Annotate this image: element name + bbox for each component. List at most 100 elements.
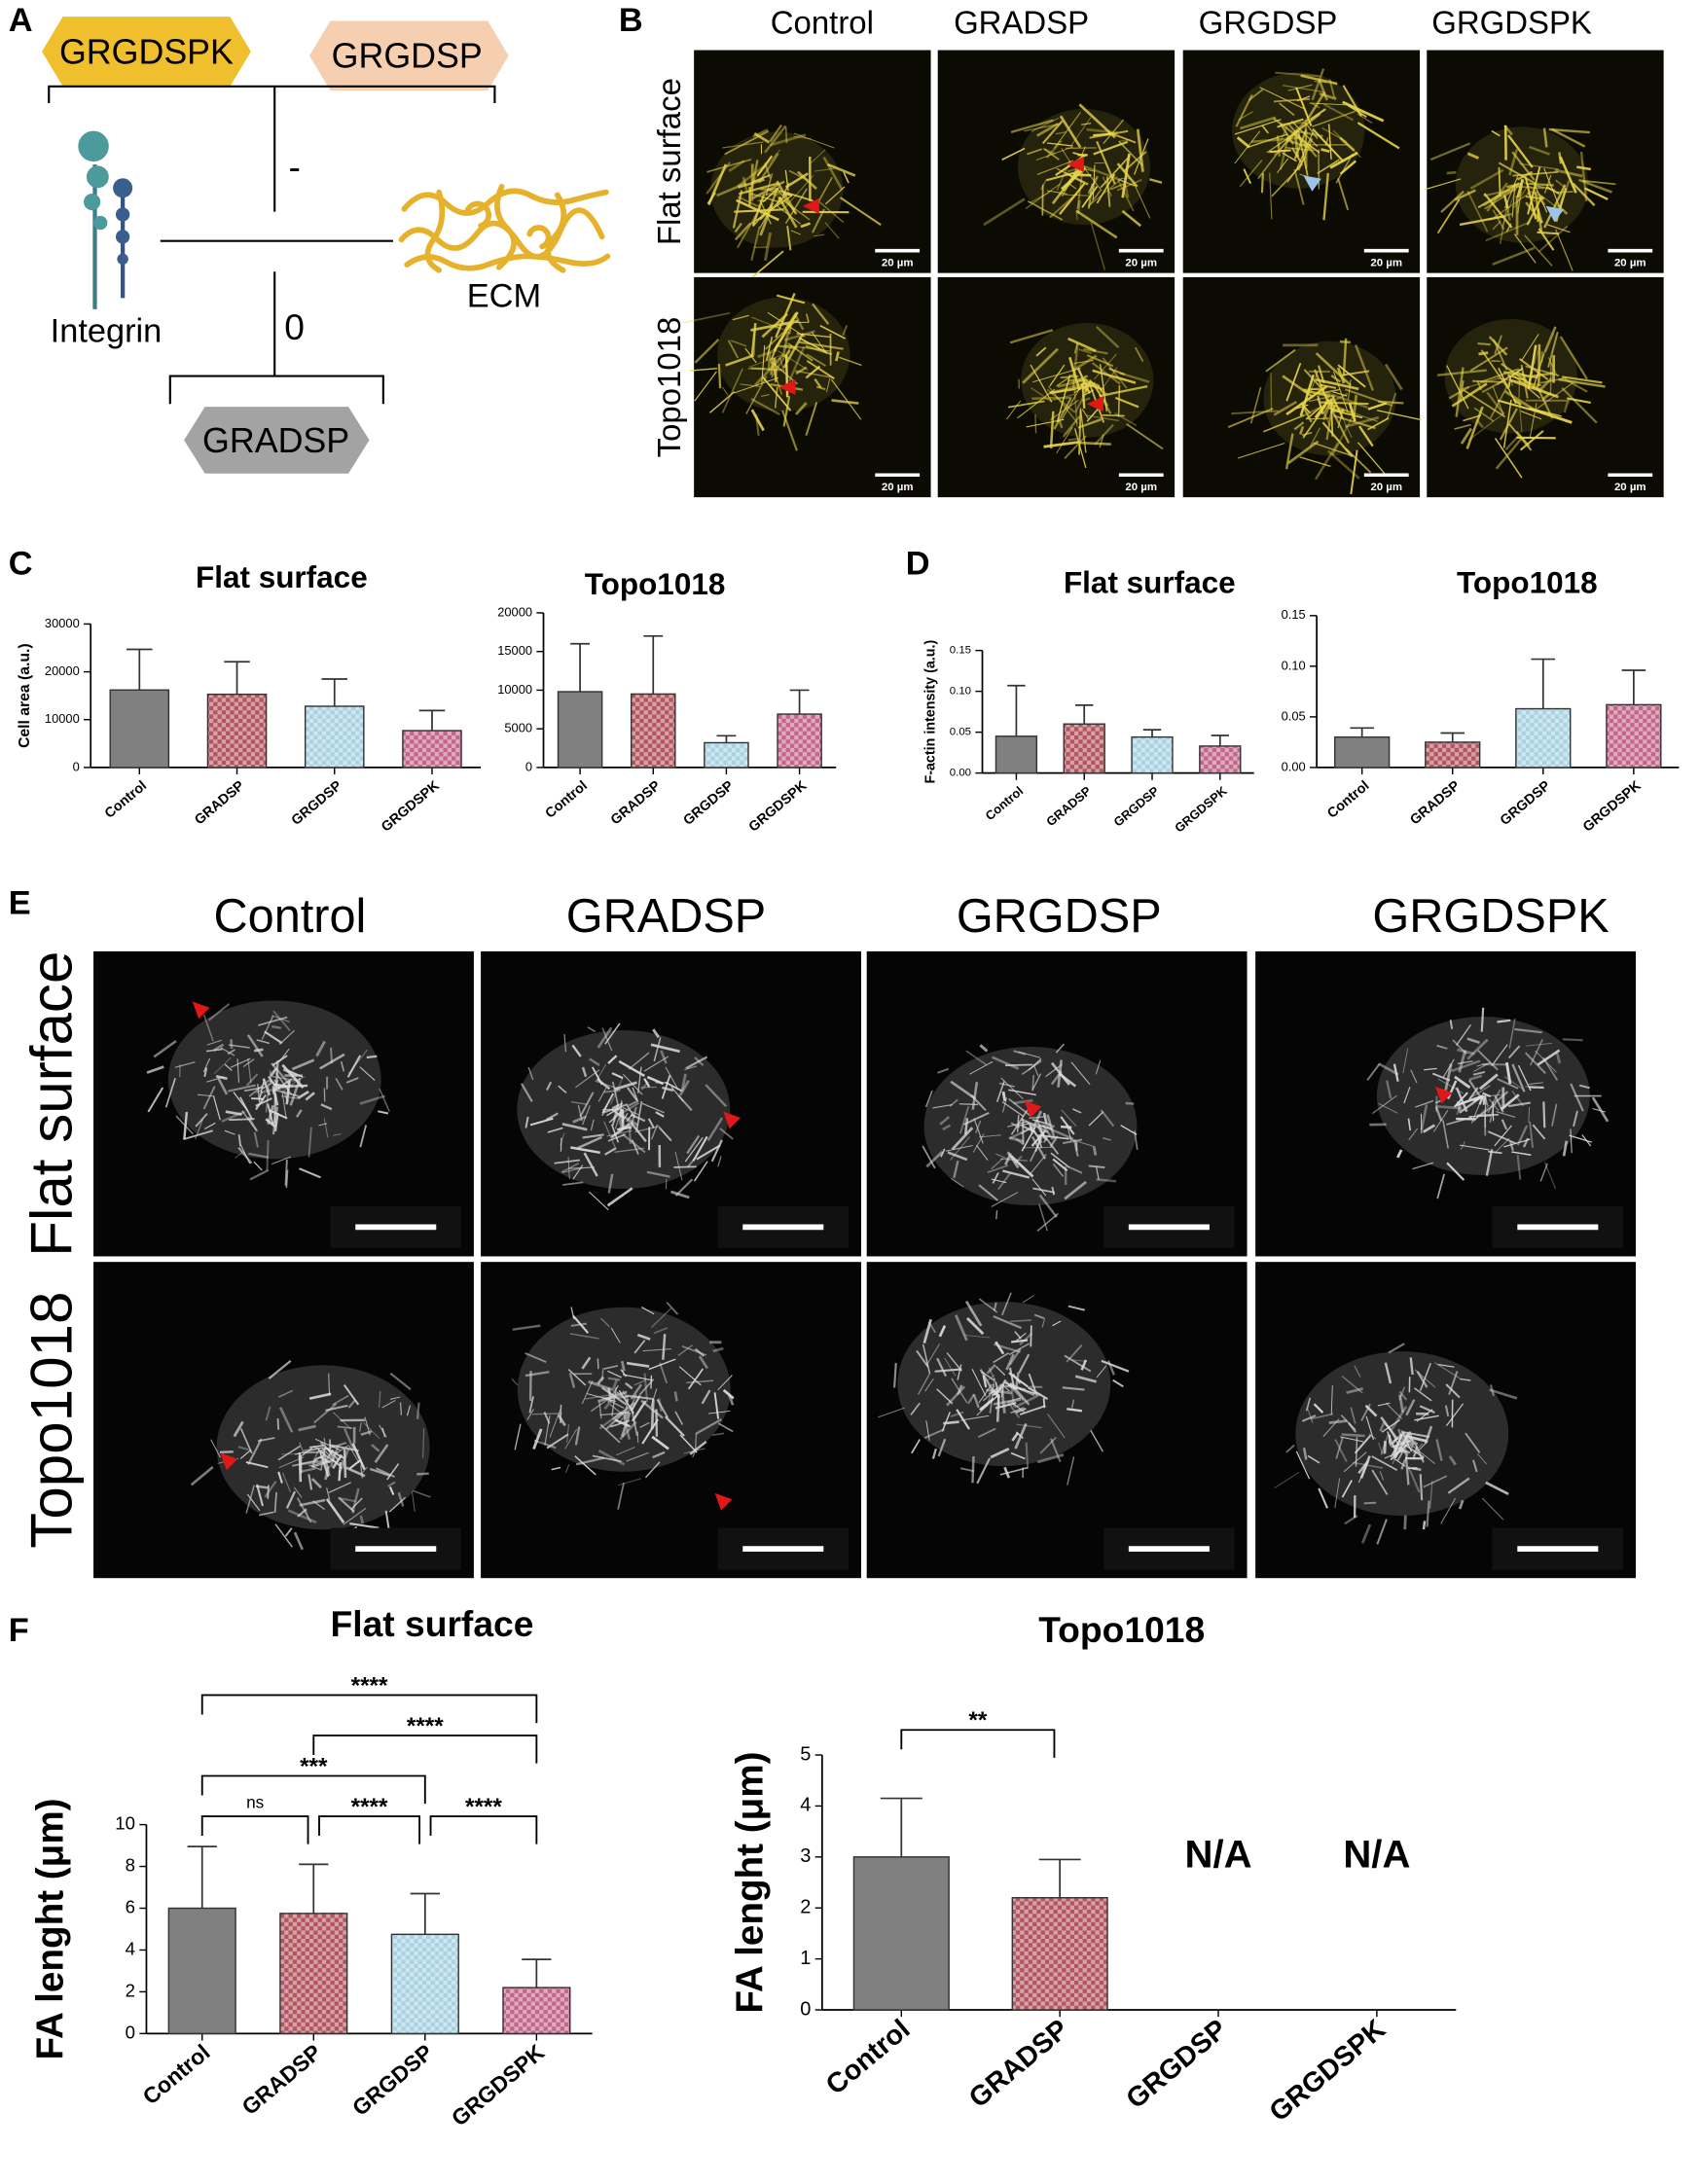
fiber <box>1348 379 1352 400</box>
fiber <box>610 1378 619 1392</box>
fiber <box>681 1344 707 1356</box>
fiber <box>1564 377 1588 393</box>
fiber <box>1525 365 1560 376</box>
fiber <box>1329 151 1358 169</box>
fiber <box>579 1092 595 1118</box>
fiber <box>1477 182 1520 209</box>
fiber <box>981 1371 995 1381</box>
fiber <box>1056 426 1073 454</box>
micrograph <box>1425 50 1664 273</box>
fiber <box>643 1078 651 1088</box>
fiber <box>237 1446 249 1451</box>
fiber <box>1266 130 1299 154</box>
fiber <box>1269 149 1291 154</box>
fiber <box>1015 1407 1027 1414</box>
fiber <box>749 149 780 186</box>
y-axis-label: Cell area (a.u.) <box>17 643 33 748</box>
fiber <box>325 1404 348 1412</box>
fiber <box>1360 1403 1371 1421</box>
fiber <box>227 1084 256 1092</box>
fiber <box>285 1490 297 1509</box>
fiber <box>1584 187 1609 200</box>
fiber <box>923 1428 945 1439</box>
micrograph <box>481 950 861 1257</box>
panel-label: C <box>9 545 33 582</box>
fiber <box>992 1172 999 1184</box>
fiber <box>1067 437 1079 442</box>
fiber <box>343 1507 367 1525</box>
fiber <box>765 337 774 362</box>
fiber <box>1025 183 1061 209</box>
fiber <box>1041 1317 1046 1328</box>
fiber <box>673 1165 697 1168</box>
fiber <box>630 1394 641 1413</box>
fiber <box>1299 456 1331 467</box>
fiber <box>406 1405 411 1416</box>
fiber <box>1537 208 1539 223</box>
fiber <box>767 351 772 372</box>
fiber <box>343 1384 360 1406</box>
fiber <box>722 386 729 396</box>
fiber <box>938 1325 947 1338</box>
fiber <box>769 189 778 207</box>
fiber <box>581 1380 594 1405</box>
fiber <box>1090 1429 1103 1452</box>
fiber <box>1051 1186 1055 1196</box>
fiber <box>781 410 798 451</box>
fiber <box>925 1343 941 1366</box>
fiber <box>696 1144 721 1161</box>
fiber <box>1504 435 1519 451</box>
fiber <box>299 1167 321 1179</box>
fiber <box>602 1103 629 1114</box>
fiber <box>971 1369 987 1397</box>
fiber <box>1497 375 1511 385</box>
fiber <box>764 232 773 262</box>
fiber <box>1380 1416 1399 1441</box>
fiber <box>1049 383 1095 395</box>
fiber <box>620 1360 626 1372</box>
fiber <box>1561 376 1603 384</box>
fiber <box>811 332 828 354</box>
fiber <box>1118 140 1143 166</box>
y-tick-label: 10 <box>115 1813 135 1834</box>
fiber <box>616 1391 625 1400</box>
fiber <box>329 1446 340 1468</box>
y-tick-label: 1 <box>800 1948 811 1969</box>
fiber <box>1116 179 1142 192</box>
fiber <box>629 1106 637 1130</box>
fiber <box>1478 351 1489 356</box>
error-bar <box>224 661 250 695</box>
fiber <box>411 1491 416 1512</box>
fiber <box>752 128 769 138</box>
fiber <box>1103 1137 1111 1141</box>
fiber <box>705 1084 728 1107</box>
fiber <box>971 1456 975 1484</box>
fiber <box>1448 1371 1459 1395</box>
fiber <box>1570 1083 1584 1112</box>
fiber <box>972 1133 985 1153</box>
fiber <box>1010 1407 1025 1414</box>
fiber <box>1062 415 1081 438</box>
fiber <box>983 197 1026 227</box>
fiber <box>1052 1320 1062 1327</box>
fiber <box>665 1066 679 1091</box>
fiber <box>381 1427 386 1438</box>
fiber <box>778 350 809 371</box>
fiber <box>652 1028 661 1039</box>
fiber <box>587 1026 597 1033</box>
fiber <box>311 1458 335 1468</box>
fiber <box>347 1399 356 1409</box>
y-tick-label: 0.00 <box>950 768 971 779</box>
fiber <box>1016 1423 1042 1429</box>
fiber <box>1513 233 1537 264</box>
fiber <box>561 1122 588 1131</box>
fiber <box>1354 1365 1361 1378</box>
fiber <box>277 1445 301 1461</box>
fiber <box>1454 189 1476 201</box>
fiber <box>1485 1149 1494 1176</box>
fiber <box>893 1362 897 1388</box>
fiber <box>750 397 780 416</box>
fiber <box>959 1467 975 1473</box>
fiber <box>321 1447 344 1469</box>
fiber <box>673 1391 678 1402</box>
